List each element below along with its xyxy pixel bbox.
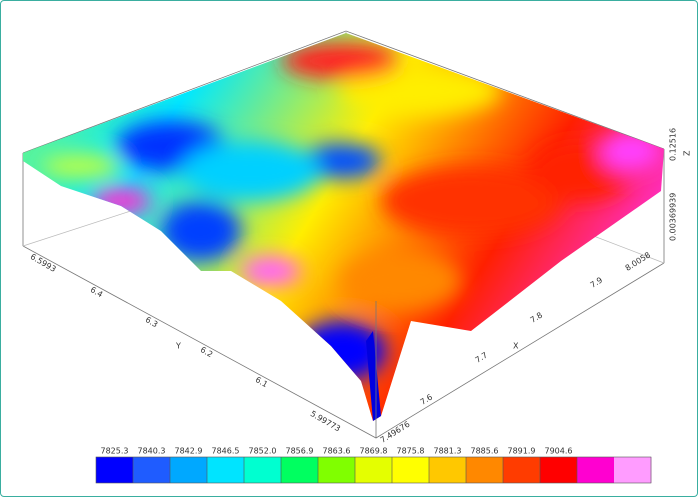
colorbar-tick-label: 7846.5 [212,447,240,456]
surface [1,1,697,451]
colorbar-swatch [392,457,430,483]
y-tick-label: 6.1 [254,375,270,389]
colorbar-tick-label: 7891.9 [508,447,536,456]
x-tick-label: 7.49676 [379,420,412,445]
colorbar: 7825.3 7840.3 7842.9 7846.5 7852.0 7856.9 7863… [96,447,652,484]
colorbar-tick-label: 7842.9 [175,447,203,456]
z-tick-label: 0.12516 [669,128,678,161]
chart: 6.5993 6.4 6.3 6.2 6.1 5.99773 Y 7.49676… [1,1,697,496]
colorbar-tick-label: 7856.9 [286,447,314,456]
x-tick-label: 7.9 [589,275,605,289]
colorbar-tick-label: 7852.0 [249,447,277,456]
colorbar-tick-label: 7875.8 [397,447,425,456]
colorbar-tick-label: 7881.3 [434,447,462,456]
x-tick-label: 8.0058 [624,250,653,272]
y-tick-label: 6.3 [144,315,160,329]
colorbar-tick-label: 7869.8 [360,447,388,456]
z-axis: 0.00369939 0.12516 Z [669,128,692,241]
x-tick-label: 7.7 [474,350,490,364]
y-tick-label: 6.4 [89,285,105,299]
x-axis-title: X [513,342,519,351]
y-tick-label: 5.99773 [309,409,342,433]
colorbar-swatch [133,457,171,483]
colorbar-swatch [614,457,652,483]
colorbar-swatch [207,457,245,483]
colorbar-swatch [577,457,615,483]
colorbar-swatch [281,457,319,483]
x-tick-label: 7.8 [529,310,545,324]
colorbar-swatch [244,457,282,483]
z-axis-title: Z [683,150,692,156]
colorbar-swatch [540,457,578,483]
z-tick-label: 0.00369939 [669,193,678,241]
colorbar-tick-label: 7863.6 [323,447,351,456]
colorbar-tick-label: 7825.3 [101,447,129,456]
y-tick-label: 6.5993 [29,252,58,274]
colorbar-swatch [318,457,356,483]
x-tick-label: 7.6 [419,392,435,406]
colorbar-swatch [96,457,134,483]
colorbar-tick-label: 7885.6 [471,447,499,456]
colorbar-swatch [170,457,208,483]
colorbar-tick-label: 7840.3 [138,447,166,456]
colorbar-tick-label: 7904.6 [545,447,573,456]
y-tick-label: 6.2 [199,345,215,359]
figure-frame: 6.5993 6.4 6.3 6.2 6.1 5.99773 Y 7.49676… [0,0,698,497]
colorbar-swatch [355,457,393,483]
colorbar-swatch [466,457,504,483]
colorbar-swatch [503,457,541,483]
colorbar-swatch [429,457,467,483]
y-axis-title: Y [175,342,181,351]
